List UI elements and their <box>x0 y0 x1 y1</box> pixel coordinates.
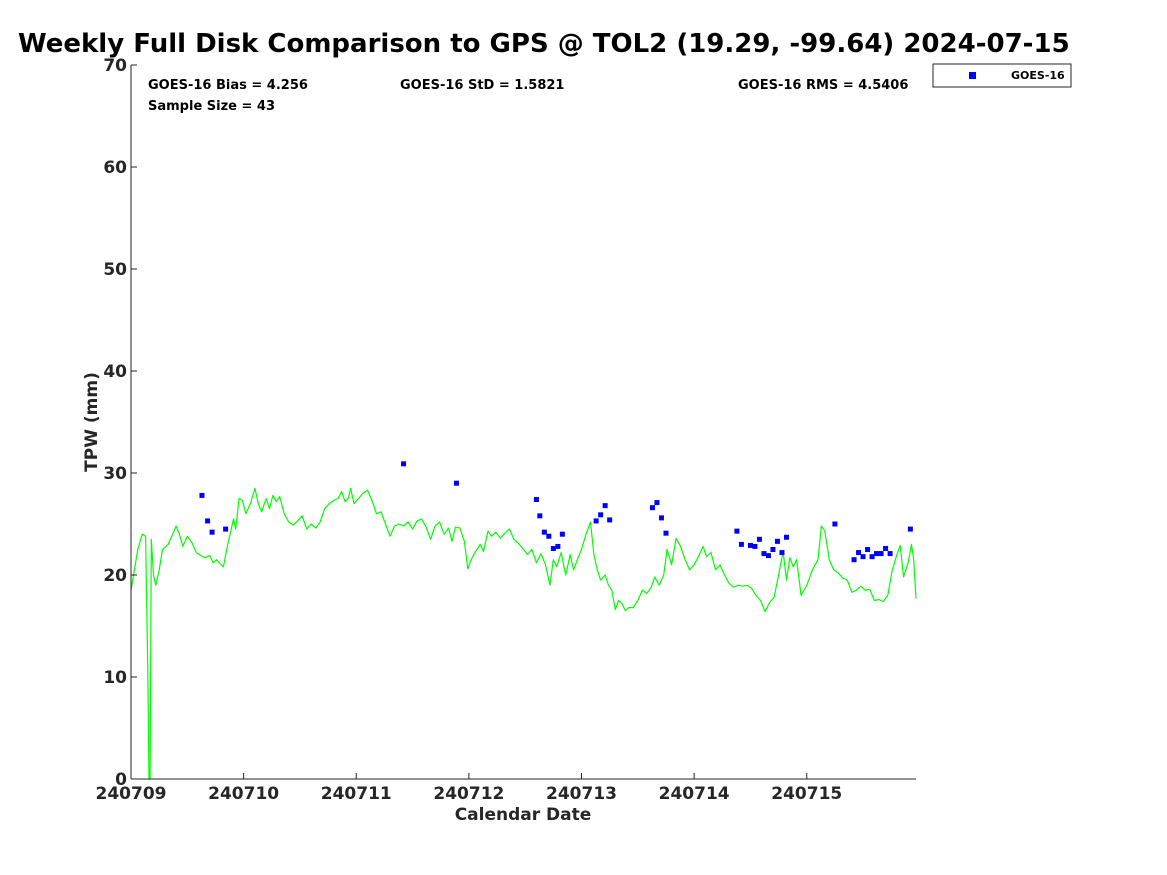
goes16-point <box>223 526 229 532</box>
goes16-point <box>541 529 547 535</box>
goes16-point <box>559 531 565 537</box>
y-ticks: 0 10 20 30 40 50 60 70 <box>103 56 137 790</box>
goes16-point <box>756 536 762 542</box>
goes16-point <box>663 530 669 536</box>
goes16-point <box>209 529 215 535</box>
x-tick-label: 240711 <box>321 784 392 804</box>
goes16-point <box>533 497 539 503</box>
legend: GOES-16 <box>932 63 1072 88</box>
goes16-points-layer <box>199 461 913 563</box>
goes16-point <box>738 541 744 547</box>
goes16-point <box>537 513 543 519</box>
goes16-point <box>865 547 871 552</box>
legend-marker-goes16 <box>969 72 976 79</box>
goes16-point <box>765 553 771 559</box>
goes16-point <box>832 521 838 527</box>
goes16-point <box>546 533 552 539</box>
x-ticks: 240709 240710 240711 240712 240713 240714 2407… <box>96 773 842 804</box>
chart-title: Weekly Full Disk Comparison to GPS @ TOL… <box>18 29 1070 59</box>
goes16-point <box>598 512 604 518</box>
goes16-point <box>658 515 664 521</box>
y-tick-label: 20 <box>103 566 127 586</box>
gps-line <box>130 487 917 780</box>
goes16-point <box>779 550 785 556</box>
plot-background <box>131 65 916 779</box>
goes16-point <box>199 492 205 498</box>
goes16-point <box>851 557 857 563</box>
goes16-point <box>907 526 913 532</box>
goes16-point <box>887 551 893 557</box>
y-tick-label: 0 <box>115 770 127 790</box>
goes16-point <box>649 505 655 511</box>
goes16-point <box>734 528 740 534</box>
goes16-point <box>401 461 407 467</box>
std-stat: GOES-16 StD = 1.5821 <box>400 78 564 93</box>
y-tick-label: 50 <box>103 260 127 280</box>
plot-area: 0 10 20 30 40 50 60 70 240709 240710 240711 240712… <box>96 56 917 804</box>
y-axis-title: TPW (mm) <box>82 372 102 472</box>
goes16-point <box>869 554 875 560</box>
x-tick-label: 240713 <box>546 784 617 804</box>
x-tick-label: 240710 <box>208 784 279 804</box>
goes16-point <box>874 551 880 557</box>
y-tick-label: 10 <box>103 668 127 688</box>
goes16-point <box>860 554 866 560</box>
goes16-point <box>654 500 660 506</box>
sample-size-stat: Sample Size = 43 <box>148 99 275 114</box>
goes16-point <box>607 517 613 523</box>
rms-stat: GOES-16 RMS = 4.5406 <box>738 78 908 93</box>
gps-line-layer <box>130 487 917 780</box>
goes16-point <box>593 518 599 524</box>
legend-box <box>932 63 1072 88</box>
goes16-point <box>774 538 780 544</box>
goes16-point <box>555 543 561 549</box>
goes16-point <box>761 551 767 557</box>
legend-label-goes16: GOES-16 <box>1011 69 1065 82</box>
y-tick-label: 70 <box>103 56 127 76</box>
goes16-point <box>878 551 884 557</box>
goes16-point <box>602 503 608 509</box>
y-tick-label: 60 <box>103 158 127 178</box>
goes16-point <box>856 550 862 556</box>
y-tick-label: 40 <box>103 362 127 382</box>
goes16-point <box>783 534 789 540</box>
goes16-point <box>883 545 889 551</box>
goes16-point <box>770 547 776 552</box>
bias-stat: GOES-16 Bias = 4.256 <box>148 78 308 93</box>
x-tick-label: 240712 <box>433 784 504 804</box>
goes16-point <box>453 480 459 486</box>
goes16-point <box>747 542 753 548</box>
x-tick-label: 240709 <box>96 784 167 804</box>
x-tick-label: 240715 <box>771 784 842 804</box>
goes16-point <box>550 545 556 551</box>
goes16-point <box>205 518 211 524</box>
x-tick-label: 240714 <box>659 784 730 804</box>
goes16-point <box>752 543 758 549</box>
y-tick-label: 30 <box>103 464 127 484</box>
x-axis-title: Calendar Date <box>455 805 592 825</box>
